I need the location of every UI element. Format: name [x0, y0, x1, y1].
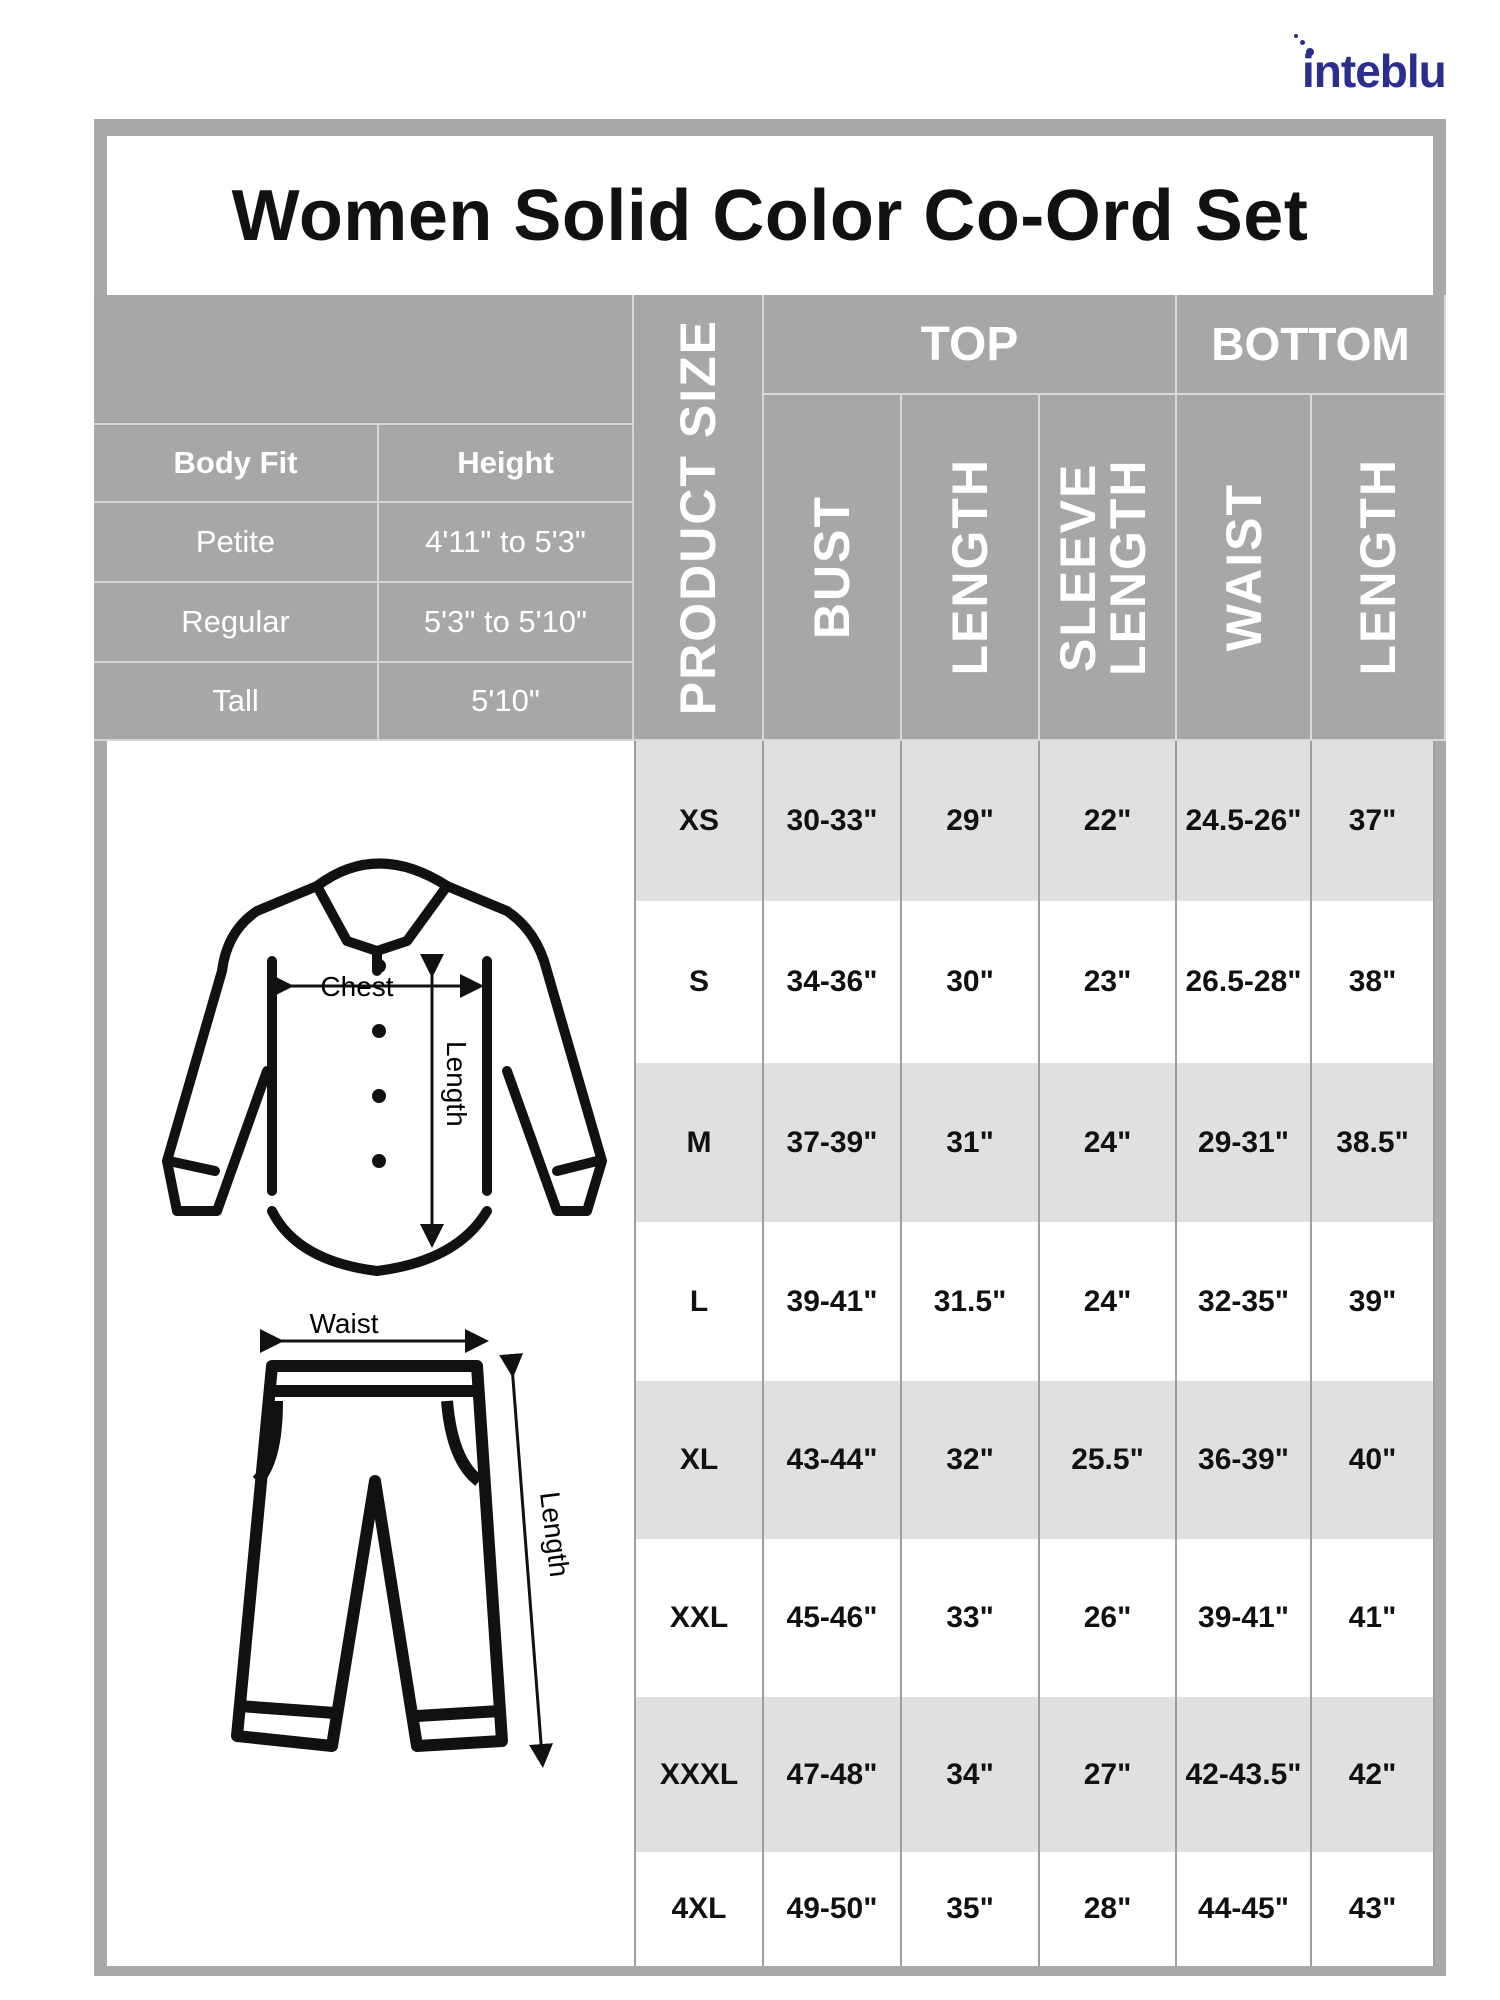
height-header: Height	[379, 425, 634, 503]
shirt-pants-diagram: Chest Length Waist Length	[162, 858, 607, 1768]
cell-sleeve: 28"	[1040, 1852, 1177, 1966]
title-box: Women Solid Color Co-Ord Set	[107, 136, 1433, 295]
cell-size: XL	[634, 1381, 764, 1539]
cell-sleeve: 26"	[1040, 1539, 1177, 1697]
product-size-label: PRODUCT SIZE	[670, 318, 726, 716]
cell-length: 31.5"	[902, 1222, 1040, 1381]
cell-sleeve: 25.5"	[1040, 1381, 1177, 1539]
bottom-length-header: LENGTH	[1312, 395, 1446, 741]
chest-label: Chest	[320, 971, 393, 1002]
sleeve-length-header: SLEEVE LENGTH	[1040, 395, 1177, 741]
cell-bottom-length: 43"	[1312, 1852, 1435, 1966]
cell-bust: 47-48"	[764, 1697, 902, 1852]
cell-bust: 43-44"	[764, 1381, 902, 1539]
waist-header: WAIST	[1177, 395, 1312, 741]
cell-waist: 36-39"	[1177, 1381, 1312, 1539]
cell-sleeve: 24"	[1040, 1222, 1177, 1381]
cell-length: 35"	[902, 1852, 1040, 1966]
cell-bottom-length: 39"	[1312, 1222, 1435, 1381]
cell-sleeve: 23"	[1040, 901, 1177, 1063]
waist-label: WAIST	[1215, 482, 1272, 652]
cell-length: 32"	[902, 1381, 1040, 1539]
cell-size: XXXL	[634, 1697, 764, 1852]
cell-waist: 24.5-26"	[1177, 741, 1312, 901]
cell-sleeve: 24"	[1040, 1063, 1177, 1222]
button-icons	[372, 959, 386, 1168]
logo-text: inteblu	[1302, 45, 1447, 97]
shirt-length-label: Length	[441, 1041, 472, 1127]
cell-size: S	[634, 901, 764, 1063]
cell-length: 31"	[902, 1063, 1040, 1222]
fit-regular: Regular	[94, 583, 379, 663]
cell-bottom-length: 38.5"	[1312, 1063, 1435, 1222]
bust-header: BUST	[764, 395, 902, 741]
fit-tall: Tall	[94, 663, 379, 741]
cell-waist: 32-35"	[1177, 1222, 1312, 1381]
cell-length: 29"	[902, 741, 1040, 901]
product-size-header: PRODUCT SIZE	[634, 295, 764, 741]
bust-label: BUST	[804, 494, 860, 640]
shirt-icon	[162, 858, 607, 1276]
cell-size: M	[634, 1063, 764, 1222]
top-length-label: LENGTH	[942, 458, 998, 676]
cell-waist: 42-43.5"	[1177, 1697, 1312, 1852]
cell-waist: 44-45"	[1177, 1852, 1312, 1966]
bottom-length-label: LENGTH	[1350, 458, 1406, 676]
height-regular: 5'3" to 5'10"	[379, 583, 634, 663]
pant-length-arrow	[499, 1353, 554, 1768]
height-tall: 5'10"	[379, 663, 634, 741]
sleeve-length-label: SLEEVE LENGTH	[1049, 458, 1156, 676]
measurement-illustration: Chest Length Waist Length	[107, 741, 634, 1966]
pants-icon	[231, 1360, 508, 1752]
cell-bust: 45-46"	[764, 1539, 902, 1697]
cell-waist: 39-41"	[1177, 1539, 1312, 1697]
page-title: Women Solid Color Co-Ord Set	[231, 175, 1309, 256]
top-length-header: LENGTH	[902, 395, 1040, 741]
cell-bust: 34-36"	[764, 901, 902, 1063]
cell-length: 30"	[902, 901, 1040, 1063]
height-petite: 4'11" to 5'3"	[379, 503, 634, 583]
header-blank	[94, 295, 634, 425]
cell-bottom-length: 38"	[1312, 901, 1435, 1063]
fit-petite: Petite	[94, 503, 379, 583]
waist-label-illus: Waist	[310, 1308, 379, 1339]
cell-waist: 26.5-28"	[1177, 901, 1312, 1063]
cell-bust: 39-41"	[764, 1222, 902, 1381]
cell-length: 33"	[902, 1539, 1040, 1697]
top-header: TOP	[764, 295, 1177, 395]
brand-logo: inteblu	[1290, 30, 1470, 100]
pant-length-label: Length	[534, 1490, 575, 1579]
cell-bust: 37-39"	[764, 1063, 902, 1222]
cell-size: XS	[634, 741, 764, 901]
cell-waist: 29-31"	[1177, 1063, 1312, 1222]
cell-sleeve: 27"	[1040, 1697, 1177, 1852]
cell-bottom-length: 41"	[1312, 1539, 1435, 1697]
cell-size: L	[634, 1222, 764, 1381]
cell-size: 4XL	[634, 1852, 764, 1966]
cell-length: 34"	[902, 1697, 1040, 1852]
body-fit-header: Body Fit	[94, 425, 379, 503]
cell-bottom-length: 40"	[1312, 1381, 1435, 1539]
cell-sleeve: 22"	[1040, 741, 1177, 901]
bottom-header: BOTTOM	[1177, 295, 1446, 395]
cell-bust: 30-33"	[764, 741, 902, 901]
cell-bust: 49-50"	[764, 1852, 902, 1966]
cell-bottom-length: 42"	[1312, 1697, 1435, 1852]
cell-size: XXL	[634, 1539, 764, 1697]
cell-bottom-length: 37"	[1312, 741, 1435, 901]
